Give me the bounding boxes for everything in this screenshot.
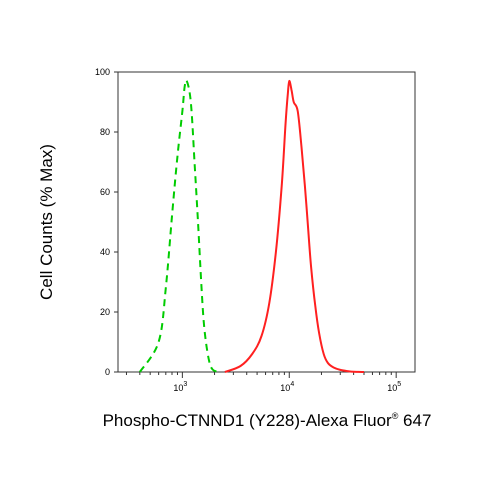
- x-axis-ticks: 103 104 105: [125, 372, 401, 393]
- x-tick-label: 105: [387, 381, 401, 393]
- series-layer: [138, 79, 365, 373]
- y-axis-title: Cell Counts (% Max): [37, 144, 56, 300]
- plot-frame: [117, 71, 416, 373]
- y-tick-label: 0: [105, 367, 110, 377]
- y-tick-label: 100: [95, 67, 110, 77]
- series-line-solid: [224, 79, 365, 373]
- y-tick-label: 80: [100, 127, 110, 137]
- y-tick-label: 60: [100, 187, 110, 197]
- y-tick-label: 40: [100, 247, 110, 257]
- x-axis-title-superscript: ®: [392, 411, 399, 421]
- y-axis-ticks: 0 20 40 60 80 100: [95, 67, 118, 377]
- series-line-dashed: [138, 79, 220, 373]
- x-axis-title-suffix: 647: [398, 411, 431, 430]
- y-tick-label: 20: [100, 307, 110, 317]
- x-axis-title-main: Phospho-CTNND1 (Y228)-Alexa Fluor: [103, 411, 392, 430]
- x-tick-label: 103: [173, 381, 187, 393]
- x-axis-title: Phospho-CTNND1 (Y228)-Alexa Fluor® 647: [103, 411, 432, 430]
- x-tick-label: 104: [280, 381, 294, 393]
